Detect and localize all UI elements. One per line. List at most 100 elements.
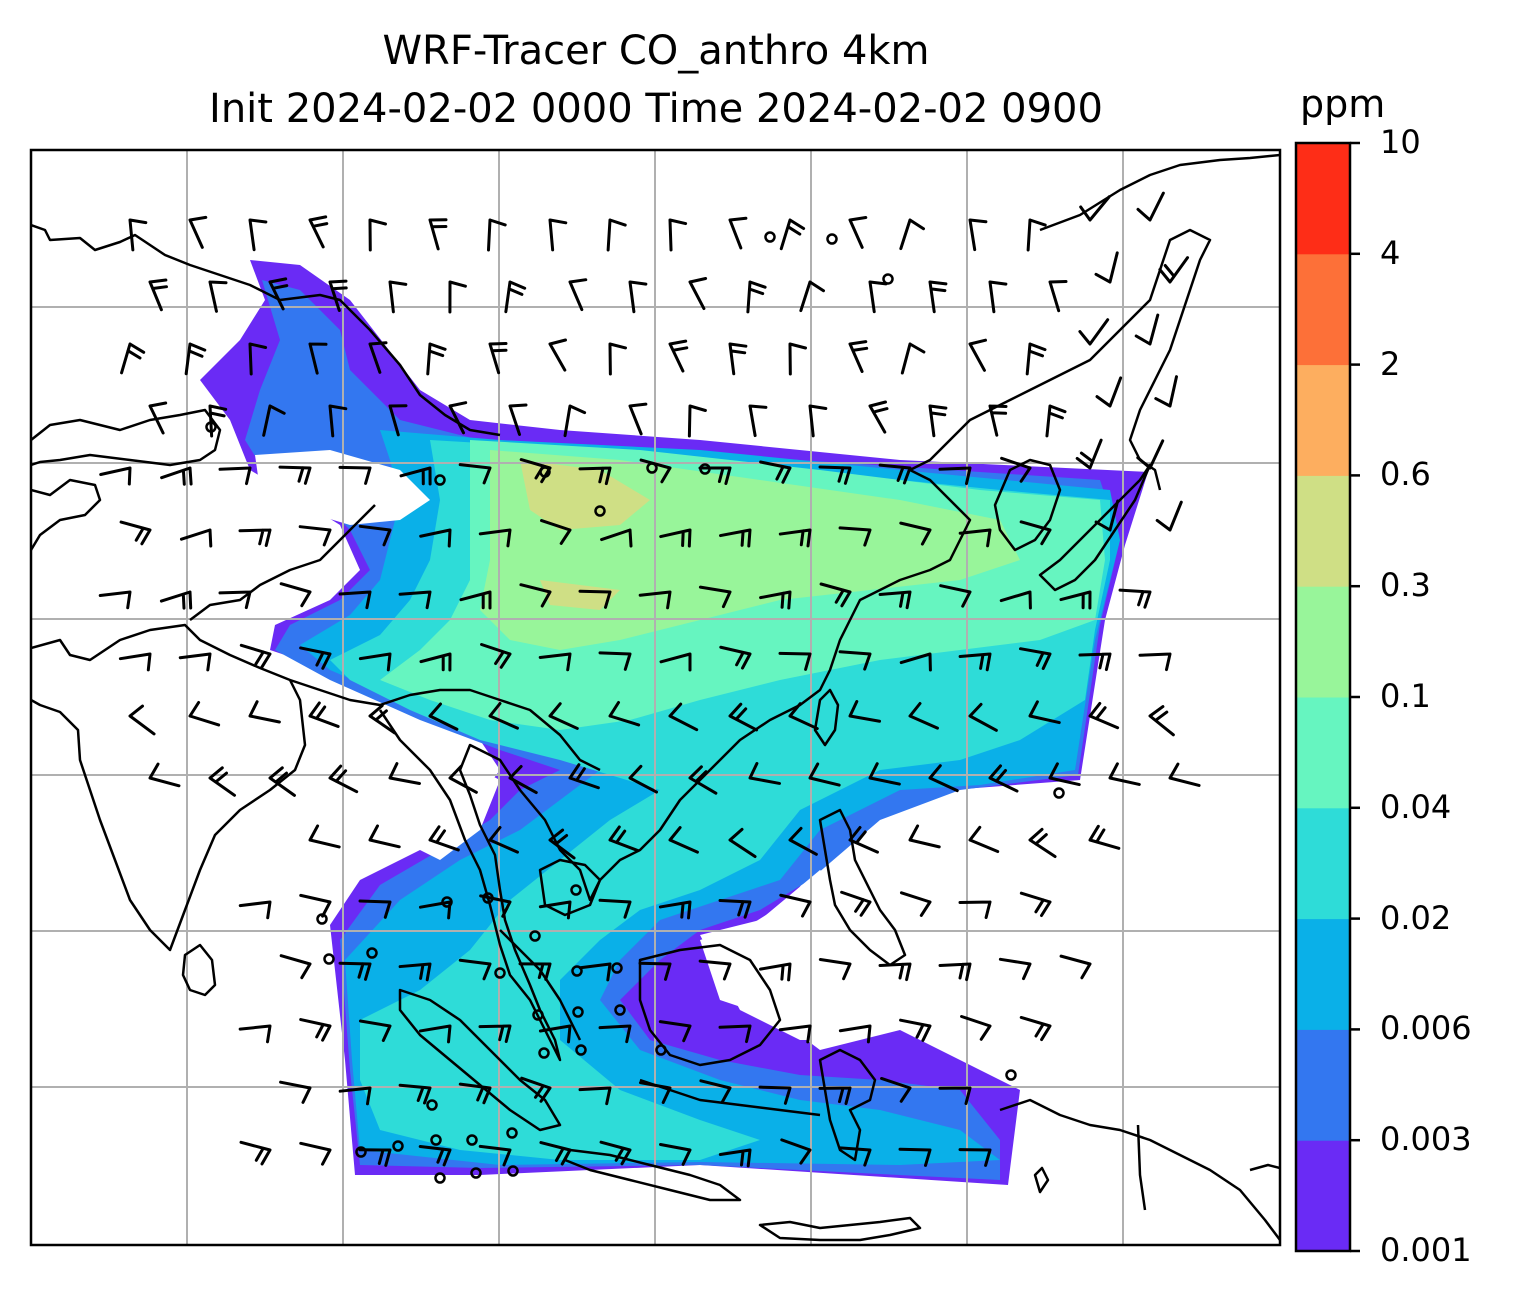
- wind-barb: [568, 763, 600, 790]
- wind-barb: [687, 404, 707, 438]
- wind-barb: [218, 590, 252, 610]
- colorbar-tick-label: 0.1: [1380, 677, 1431, 715]
- wind-barb: [208, 766, 236, 797]
- calm-circle: [594, 505, 606, 517]
- wind-barb: [818, 1086, 852, 1105]
- wind-barb: [928, 280, 948, 314]
- wind-barb: [128, 218, 148, 252]
- calm-circle: [355, 1146, 367, 1158]
- wind-barb: [606, 218, 627, 252]
- wind-barb: [668, 339, 689, 373]
- calm-circle: [430, 1134, 442, 1146]
- wind-barb: [519, 583, 552, 608]
- wind-barb: [504, 280, 527, 314]
- border-line: [31, 408, 222, 467]
- wind-barb: [968, 825, 1000, 854]
- coastline-islands: [1033, 1166, 1050, 1194]
- wind-barb: [838, 650, 872, 671]
- wind-barb: [939, 584, 972, 608]
- wind-barb: [958, 1148, 992, 1167]
- colorbar-segment: [1296, 364, 1350, 476]
- wind-barb: [538, 652, 572, 672]
- wind-barb: [698, 959, 732, 981]
- wind-barb: [878, 590, 912, 610]
- wind-barb: [248, 342, 268, 376]
- calm-circle: [1053, 787, 1065, 799]
- wind-barb: [478, 1144, 512, 1167]
- wind-barb: [848, 216, 868, 249]
- wind-barb: [668, 218, 688, 252]
- wind-barb: [868, 762, 901, 786]
- wind-barb: [598, 1024, 632, 1044]
- wind-barb: [486, 218, 507, 252]
- wind-barb: [298, 525, 332, 547]
- wind-barb: [1088, 701, 1120, 730]
- wind-barb: [538, 1024, 572, 1044]
- wind-barb: [578, 962, 612, 982]
- calm-circle: [506, 1127, 518, 1139]
- wind-barb: [388, 280, 408, 314]
- coastline-newguinea: [999, 1098, 1280, 1241]
- wind-barb: [1019, 891, 1052, 917]
- calm-circle: [614, 1004, 626, 1016]
- wind-barb: [328, 404, 348, 438]
- colorbar-segment: [1296, 1140, 1350, 1252]
- wind-barb: [308, 824, 341, 849]
- wind-barb: [548, 828, 576, 860]
- wind-barb: [779, 893, 812, 918]
- wind-barb: [279, 954, 312, 980]
- wind-barb: [899, 218, 925, 251]
- wind-barb: [848, 340, 869, 373]
- wind-barb: [179, 528, 213, 548]
- wind-barb: [1088, 824, 1121, 850]
- wind-barb: [118, 652, 152, 672]
- wind-barb: [238, 528, 272, 547]
- wind-barb: [1108, 762, 1141, 786]
- wind-barb: [658, 900, 692, 920]
- wind-barb: [698, 585, 732, 609]
- wind-barb: [808, 404, 828, 438]
- wind-barb: [1154, 375, 1178, 408]
- wind-barb: [778, 528, 812, 548]
- wind-barb: [968, 702, 998, 732]
- wind-barb: [398, 590, 432, 610]
- wind-barb: [419, 528, 452, 548]
- border-line: [289, 678, 601, 772]
- wind-barb: [338, 961, 372, 981]
- wind-barb: [1079, 195, 1111, 222]
- wind-barb: [368, 704, 397, 735]
- calm-circle: [441, 896, 453, 908]
- wind-barb: [1118, 588, 1152, 609]
- wind-barb: [638, 1081, 672, 1104]
- wind-barb: [1019, 520, 1052, 546]
- map-title-line1: WRF-Tracer CO_anthro 4km: [382, 28, 930, 74]
- wind-barb: [563, 404, 587, 438]
- wind-barb: [338, 590, 372, 610]
- wind-barb: [538, 900, 572, 920]
- wind-barb: [900, 342, 926, 375]
- wind-barb: [488, 826, 519, 854]
- wind-barb: [718, 899, 752, 919]
- wind-barb: [1025, 342, 1047, 376]
- wind-barb: [988, 280, 1008, 314]
- wind-barb: [578, 1086, 612, 1106]
- wind-barb: [358, 524, 392, 547]
- coastline-sumatra: [398, 988, 562, 1132]
- wind-barb: [668, 826, 699, 854]
- wind-barb: [399, 466, 432, 486]
- wind-barb: [799, 280, 825, 313]
- wind-barb: [540, 519, 572, 545]
- wind-barb: [848, 826, 879, 854]
- wind-barb: [659, 652, 692, 672]
- wind-barb: [899, 1018, 932, 1042]
- wind-barb: [598, 651, 632, 671]
- wind-barb: [520, 1076, 552, 1103]
- wind-barb: [958, 528, 992, 548]
- colorbar-tick-label: 10: [1380, 123, 1421, 161]
- wind-barb: [960, 1014, 992, 1041]
- wind-barb: [840, 890, 872, 917]
- wind-barb: [878, 962, 912, 982]
- wind-barb: [728, 702, 759, 732]
- wind-barb: [99, 466, 132, 486]
